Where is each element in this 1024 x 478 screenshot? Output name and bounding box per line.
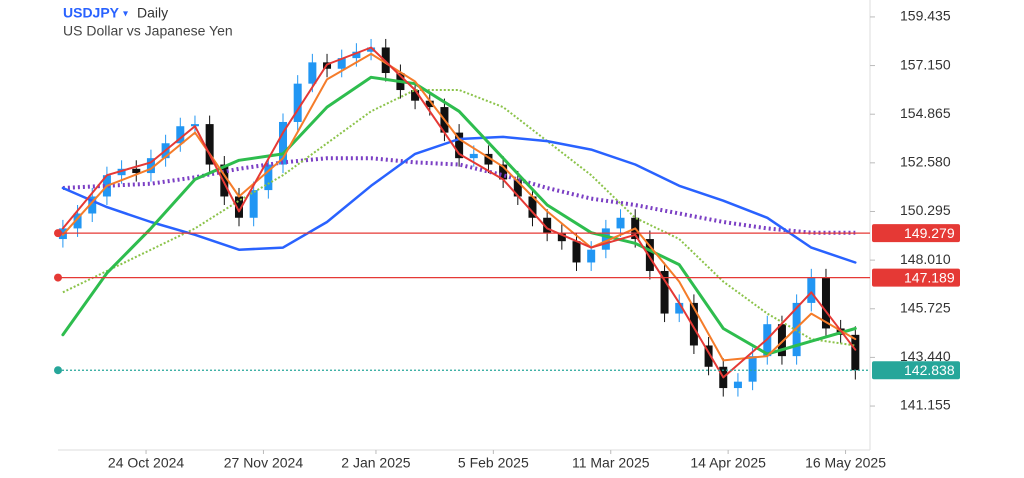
x-tick-label: 5 Feb 2025 bbox=[458, 455, 529, 471]
candle-body bbox=[645, 239, 654, 271]
symbol[interactable]: USDJPY bbox=[63, 5, 120, 21]
candle-body bbox=[352, 51, 361, 59]
candle-body bbox=[689, 302, 698, 346]
candle-body bbox=[777, 324, 786, 357]
y-tick-label: 150.295 bbox=[900, 202, 951, 218]
price-label-box bbox=[872, 361, 960, 380]
candle-body bbox=[807, 277, 816, 303]
candle-body bbox=[73, 213, 82, 229]
candle-body bbox=[220, 164, 229, 197]
candle-body bbox=[425, 100, 434, 108]
candle-body bbox=[293, 83, 302, 122]
candle-body bbox=[132, 168, 141, 174]
price-label-box bbox=[872, 268, 960, 287]
candle-body bbox=[337, 58, 346, 69]
candle-body bbox=[249, 190, 258, 218]
candle-body bbox=[704, 345, 713, 367]
candle-body bbox=[557, 232, 566, 242]
x-tick-label: 2 Jan 2025 bbox=[341, 455, 410, 471]
candle-body bbox=[381, 47, 390, 74]
candle-body bbox=[572, 241, 581, 263]
candle-body bbox=[675, 302, 684, 314]
level-handle bbox=[54, 366, 62, 375]
moving-average bbox=[62, 89, 856, 347]
level-handle bbox=[54, 273, 62, 282]
x-tick-label: 11 Mar 2025 bbox=[572, 455, 650, 471]
y-tick-label: 141.155 bbox=[900, 397, 951, 413]
candle-body bbox=[821, 277, 830, 329]
candle-body bbox=[733, 381, 742, 389]
candle-body bbox=[176, 126, 185, 144]
moving-average bbox=[61, 75, 857, 356]
x-tick-label: 24 Oct 2024 bbox=[108, 455, 184, 471]
price-label: 142.838 bbox=[904, 362, 955, 378]
price-label-box bbox=[872, 224, 960, 243]
level-handle bbox=[54, 229, 62, 238]
candle-body bbox=[543, 217, 552, 233]
candle-body bbox=[513, 179, 522, 197]
candle-body bbox=[851, 334, 860, 371]
candle-body bbox=[469, 153, 478, 159]
candle-body bbox=[601, 228, 610, 250]
candle-body bbox=[146, 158, 155, 174]
price-label: 149.279 bbox=[904, 225, 955, 241]
y-tick-label: 159.435 bbox=[900, 8, 951, 24]
interval[interactable]: Daily bbox=[137, 5, 168, 21]
price-label: 147.189 bbox=[904, 269, 955, 285]
candle-body bbox=[234, 196, 243, 218]
y-tick-label: 148.010 bbox=[900, 251, 951, 267]
y-tick-label: 143.440 bbox=[900, 348, 951, 364]
candle-body bbox=[367, 47, 376, 52]
x-tick-label: 16 May 2025 bbox=[805, 455, 886, 471]
symbol-menu[interactable]: ▾ bbox=[123, 9, 128, 20]
y-tick-label: 157.150 bbox=[900, 56, 951, 72]
x-tick-label: 14 Apr 2025 bbox=[690, 455, 766, 471]
candle-body bbox=[279, 121, 288, 165]
candle-body bbox=[748, 356, 757, 382]
y-tick-label: 145.725 bbox=[900, 299, 951, 315]
x-tick-label: 27 Nov 2024 bbox=[224, 455, 304, 471]
plot bbox=[54, 16, 875, 454]
moving-average bbox=[61, 52, 857, 362]
candle-body bbox=[660, 270, 669, 314]
candle-body bbox=[88, 196, 97, 214]
candle-body bbox=[117, 168, 126, 176]
candle-body bbox=[190, 124, 199, 127]
candle-body bbox=[484, 153, 493, 165]
candle-body bbox=[528, 196, 537, 218]
y-tick-label: 152.580 bbox=[900, 154, 951, 170]
candle-body bbox=[264, 164, 273, 191]
candle-body bbox=[455, 132, 464, 159]
candle-body bbox=[411, 90, 420, 101]
y-tick-label: 154.865 bbox=[900, 105, 951, 121]
subtitle: US Dollar vs Japanese Yen bbox=[63, 23, 233, 39]
candle-body bbox=[499, 164, 508, 180]
candle-body bbox=[308, 62, 317, 84]
candle-body bbox=[587, 249, 596, 263]
moving-average bbox=[61, 46, 857, 379]
candle-body bbox=[616, 217, 625, 229]
candle-body bbox=[205, 124, 214, 165]
